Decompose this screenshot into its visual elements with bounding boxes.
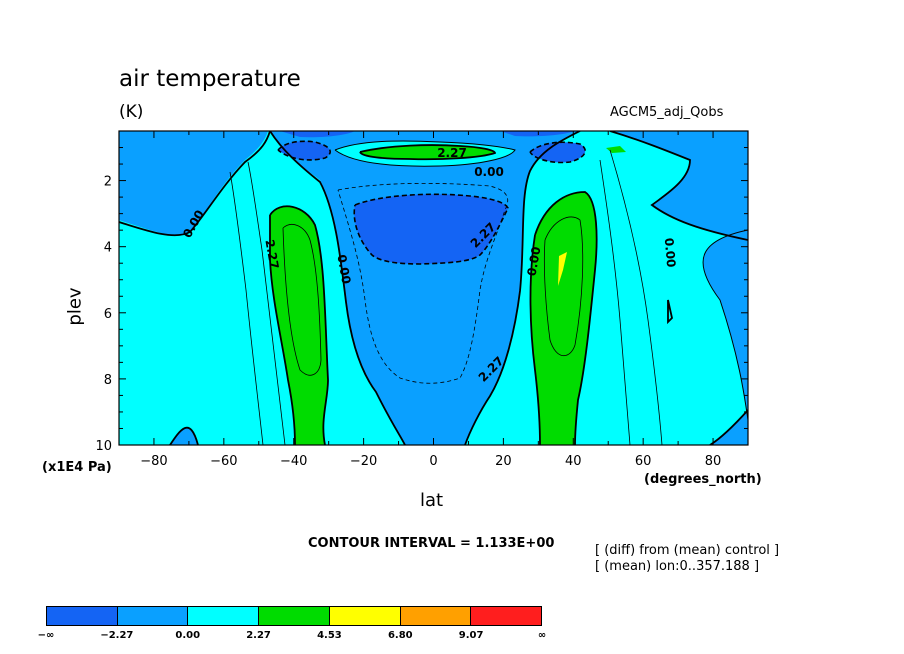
dataset-label: AGCM5_adj_Qobs xyxy=(610,105,724,120)
colorbar-swatch xyxy=(188,607,260,625)
band-top-dark-right xyxy=(530,142,586,163)
y-tick-label: 8 xyxy=(104,373,112,388)
contour-label: 2.27 xyxy=(437,146,467,160)
y-tick-label: 4 xyxy=(104,241,112,256)
note-mean: [ (mean) lon:0..357.188 ] xyxy=(595,559,760,574)
contour-label: 0.00 xyxy=(334,254,353,286)
chart-units: (K) xyxy=(119,102,144,122)
band-right-blue-lower xyxy=(703,230,748,420)
band-yellow-spot xyxy=(558,252,567,286)
colorbar-label: 0.00 xyxy=(175,630,201,641)
y-tick-label: 2 xyxy=(104,175,112,190)
colorbar-swatch xyxy=(259,607,330,625)
band-left-bottom-blue xyxy=(170,427,198,445)
x-tick-label: −80 xyxy=(140,454,167,469)
x-tick-label: −60 xyxy=(210,454,237,469)
y-tick-label: 6 xyxy=(104,307,112,322)
colorbar-swatch xyxy=(471,607,542,625)
colorbar-swatch xyxy=(117,607,189,625)
colorbar xyxy=(46,606,542,626)
x-units: (degrees_north) xyxy=(644,472,762,487)
x-tick-label: −20 xyxy=(350,454,377,469)
note-diff: [ (diff) from (mean) control ] xyxy=(595,543,780,558)
band-left-blue xyxy=(119,131,268,235)
colorbar-label: −∞ xyxy=(37,630,55,641)
colorbar-swatch xyxy=(329,607,401,625)
x-tick-label: 40 xyxy=(565,454,582,469)
contour-interval: CONTOUR INTERVAL = 1.133E+00 xyxy=(308,536,555,551)
band-top-green xyxy=(360,145,495,160)
contour-label: 2.27 xyxy=(262,239,281,271)
colorbar-label: 9.07 xyxy=(458,630,484,641)
x-tick-label: 0 xyxy=(429,454,437,469)
x-tick-label: 20 xyxy=(495,454,512,469)
chart-title: air temperature xyxy=(119,66,301,92)
y-units: (x1E4 Pa) xyxy=(42,460,112,475)
colorbar-label: 2.27 xyxy=(246,630,271,641)
x-tick-label: 80 xyxy=(705,454,722,469)
band-left-blue-top xyxy=(119,131,265,150)
colorbar-label: 6.80 xyxy=(387,630,413,641)
colorbar-label: ∞ xyxy=(537,630,547,641)
contour-label: 0.00 xyxy=(662,237,679,268)
band-right-blue xyxy=(610,131,748,445)
band-right-small-green xyxy=(606,146,626,153)
colorbar-swatch xyxy=(400,607,472,625)
x-tick-label: 60 xyxy=(635,454,652,469)
colorbar-label: −2.27 xyxy=(100,630,134,641)
contour-label: 0.00 xyxy=(525,246,544,278)
band-center-dark xyxy=(354,194,508,264)
x-tick-label: −40 xyxy=(280,454,307,469)
contour-label: 0.00 xyxy=(474,165,504,179)
colorbar-swatch xyxy=(47,607,118,625)
x-axis-label: lat xyxy=(420,490,444,511)
band-right-green xyxy=(530,192,597,445)
colorbar-label: 4.53 xyxy=(317,630,342,641)
band-top-edge xyxy=(280,131,575,138)
y-axis-label: plev xyxy=(64,287,86,326)
y-tick-label: 10 xyxy=(95,439,112,454)
